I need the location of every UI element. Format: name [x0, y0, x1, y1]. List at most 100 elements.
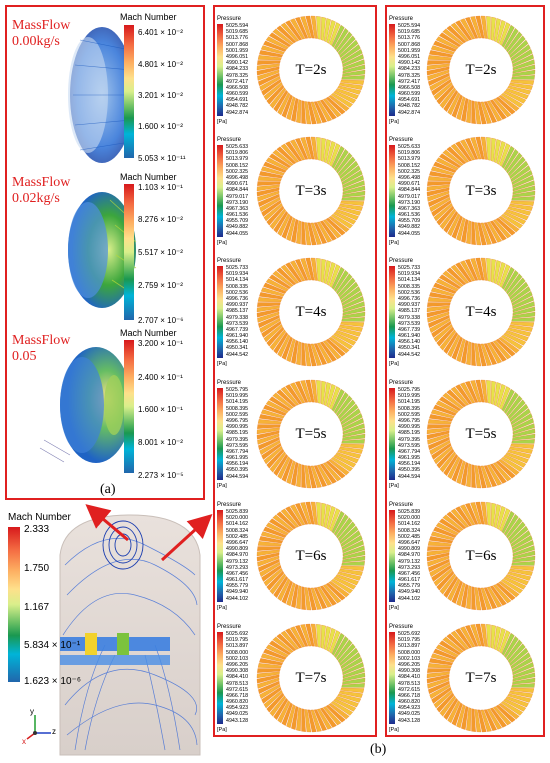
ring-blade [499, 386, 511, 410]
pressure-colorbar [389, 145, 395, 237]
ring-blade [480, 343, 492, 366]
ring-blade [290, 260, 306, 282]
ring-blade [512, 428, 536, 438]
ring-blade [509, 647, 529, 667]
ring-blade [342, 550, 366, 560]
ring-blade [429, 658, 454, 666]
pressure-ticks: 5025.692 5019.795 5013.897 5008.000 5002.103… [398, 631, 420, 724]
pressure-tick: 5014.162 [226, 521, 249, 528]
pressure-tick: 4956.140 [226, 339, 249, 346]
mach-tick-1-4: 2.707 × 10⁻⁶ [138, 316, 184, 325]
pressure-tick: 5008.395 [226, 405, 249, 412]
ring-blade [296, 463, 302, 488]
ring-blade [460, 139, 476, 161]
ring-blade [486, 624, 491, 648]
ring-blade [291, 97, 299, 122]
ring-blade [492, 462, 512, 482]
pressure-ticks: 5025.633 5019.806 5013.979 5008.152 5002.325… [398, 144, 420, 237]
ring-blade [320, 137, 326, 162]
ring-blade [509, 281, 529, 301]
pressure-ring [256, 623, 366, 733]
ring-blade [429, 50, 454, 58]
ring-blade [480, 379, 488, 403]
pressure-tick: 5025.733 [226, 265, 249, 271]
pressure-tick: 4961.995 [226, 455, 249, 462]
pressure-tick: 4979.395 [398, 436, 421, 443]
ring-blade [316, 137, 321, 161]
ring-blade [506, 517, 523, 539]
ring-blade [486, 137, 491, 161]
ring-blade [427, 424, 451, 429]
pressure-tick: 4944.542 [226, 351, 249, 358]
panel-b-col2-frame [385, 5, 545, 737]
ring-blade [342, 428, 366, 438]
ring-blade [429, 75, 451, 91]
ring-blade [261, 442, 282, 460]
ring-blade [336, 273, 353, 295]
pressure-tick: 4985.137 [226, 308, 249, 315]
ring-blade [429, 196, 451, 212]
ring-blade [499, 264, 511, 288]
ring-blade [492, 219, 512, 239]
ring-blade [512, 540, 534, 554]
ring-blade [446, 25, 467, 44]
ring-blade [465, 138, 479, 160]
pressure-colorbar [389, 510, 395, 602]
ring-blade [512, 423, 535, 435]
ring-blade [295, 381, 309, 403]
pressure-tick: 4990.308 [398, 668, 421, 675]
ring-blade [305, 136, 315, 160]
building-streamline-render [26, 514, 201, 756]
ring-blade [258, 72, 280, 86]
ring-blade [490, 502, 496, 527]
ring-blade [338, 324, 363, 332]
mach-colorbar-title-0: Mach Number [120, 12, 177, 22]
ring-blade [342, 54, 364, 68]
ring-blade [427, 176, 452, 182]
ring-blade [489, 585, 507, 606]
pressure-tick: 4978.513 [398, 680, 421, 687]
ring-blade [337, 643, 356, 664]
ring-blade [427, 541, 452, 547]
ring-blade [258, 436, 280, 450]
ring-blade [512, 672, 536, 682]
ring-blade [461, 461, 469, 486]
ring-blade [316, 258, 321, 282]
ring-blade [512, 555, 536, 563]
ring-blade [341, 49, 363, 65]
ring-blade [340, 44, 361, 62]
ring-blade [277, 578, 291, 602]
ring-blade [338, 568, 363, 576]
ring-blade [486, 464, 502, 486]
pressure-tick: 4955.709 [226, 218, 249, 225]
pressure-tick: 4944.055 [226, 230, 249, 237]
ring-blade [477, 465, 487, 489]
ring-blade [512, 311, 536, 319]
ring-blade [304, 465, 312, 489]
ring-blade [511, 196, 535, 201]
ring-blade [466, 463, 472, 488]
pressure-unit: [Pa] [217, 240, 227, 246]
pressure-colorbar [217, 266, 223, 358]
ring-blade [446, 267, 467, 286]
ring-blade [492, 98, 512, 118]
ring-blade [475, 623, 485, 647]
pressure-tick: 4956.140 [398, 339, 421, 346]
mach-colorbar-0 [124, 25, 134, 158]
time-label: T=5s [465, 426, 497, 442]
pressure-tick: 5008.335 [226, 283, 249, 290]
ring-blade [506, 395, 523, 417]
ring-blade [439, 573, 456, 595]
ring-blade [512, 175, 534, 189]
ring-blade [296, 341, 302, 366]
ring-blade [316, 464, 332, 486]
ring-blade [331, 145, 345, 169]
ring-blade [266, 448, 285, 469]
scene-tick-0: 2.333 [24, 524, 50, 535]
ring-blade [256, 671, 280, 679]
ring-blade [325, 460, 346, 479]
ring-blade [340, 79, 365, 85]
ring-blade [269, 573, 286, 595]
ring-blade [335, 330, 359, 342]
ring-blade [426, 427, 450, 435]
